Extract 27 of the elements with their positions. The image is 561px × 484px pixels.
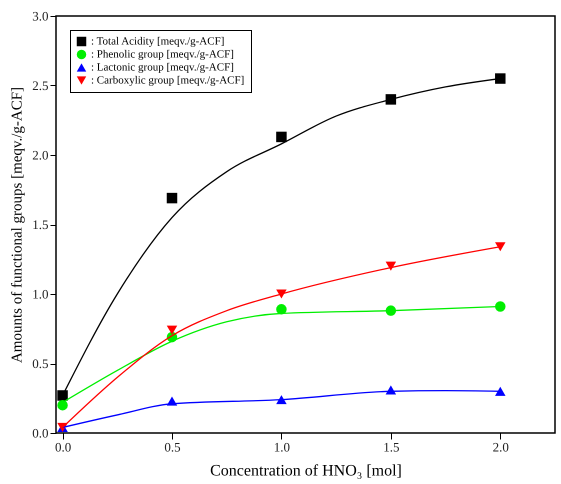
x-tick-label: 1.0	[274, 440, 290, 454]
point	[495, 386, 506, 396]
x-tick-label: 0.5	[164, 440, 181, 454]
legend-label: : Total Acidity [meqv./g-ACF]	[91, 36, 224, 48]
y-tick-label: 0.5	[32, 356, 48, 371]
y-tick-label: 2.0	[32, 148, 48, 162]
x-tick-label: 2.0	[492, 440, 509, 454]
x-tick-label: 1.5	[383, 440, 400, 454]
point	[386, 262, 396, 271]
point	[495, 242, 506, 252]
y-tick-label: 1.0	[32, 286, 48, 302]
point	[276, 304, 287, 315]
point	[276, 132, 287, 142]
point	[57, 400, 68, 410]
point	[166, 326, 178, 335]
y-tick-label: 3.0	[32, 8, 48, 24]
legend-label: : Lactonic group [meqv./g-ACF]	[91, 62, 234, 74]
y-tick-label: 0.0	[32, 426, 48, 440]
x-tick-label: 0.0	[54, 440, 72, 454]
legend-label: : Carboxylic group [meqv./g-ACF]	[91, 74, 244, 86]
x-axis-title: Concentration of HNO₃ [mol]	[210, 462, 402, 480]
legend-label: : Phenolic group [meqv./g-ACF]	[91, 48, 234, 60]
y-tick-label: 1.5	[32, 217, 48, 232]
y-tick-label: 2.5	[32, 78, 48, 93]
point	[166, 192, 178, 204]
point	[495, 73, 506, 84]
y-axis-title: Amounts of functional groups [meqv./g-ACF]	[9, 86, 26, 364]
